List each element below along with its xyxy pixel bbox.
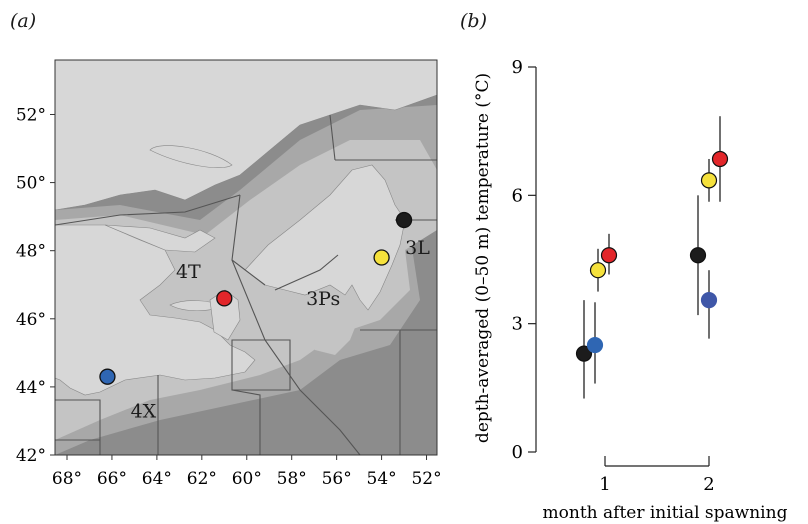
point-blue [586,336,604,354]
map-region-labels: 4T 3L 3Ps 4X [131,237,431,422]
lon-tick-label: 66° [97,469,127,489]
point-blue [700,292,718,309]
map-latitude-axis: 52° 50° 48° 46° 44° 42° [16,105,55,466]
map-nafo-boundaries [55,114,437,455]
x-axis-label: month after initial spawning [543,503,788,523]
site-blue [99,368,116,385]
y-axis-label: depth-averaged (0–50 m) temperature (°C) [473,73,493,443]
map-land-north [55,60,437,211]
site-black [395,211,413,229]
point-red [600,247,618,264]
point-red [711,150,729,168]
x-tick-label: 1 [599,474,610,495]
lon-tick-label: 64° [142,469,172,489]
region-label-4T: 4T [176,261,201,283]
panel-b-label: (b) [460,10,487,32]
point-yellow [589,262,607,279]
lat-tick-label: 44° [16,378,46,398]
region-label-3L: 3L [405,237,430,259]
lon-tick-label: 68° [52,469,82,489]
point-black [689,247,707,264]
lon-tick-label: 58° [277,469,307,489]
lon-tick-label: 56° [322,469,352,489]
y-tick-label: 9 [512,57,523,78]
lat-tick-label: 50° [16,174,46,194]
site-red [216,290,233,307]
point-yellow [700,172,718,189]
lat-tick-label: 42° [16,446,46,466]
map-newfoundland [244,164,406,311]
lon-tick-label: 52° [411,469,440,489]
region-label-3Ps: 3Ps [306,288,340,310]
y-tick-label: 0 [512,442,523,463]
lon-tick-label: 62° [187,469,217,489]
lat-tick-label: 52° [16,105,46,125]
region-map: 52° 50° 48° 46° 44° 42° 68° 66° 64° 62° 60° 58° 56°… [16,59,440,489]
panel-a-label: (a) [10,10,37,32]
x-tick-label: 2 [703,474,714,495]
region-label-4X: 4X [131,401,157,423]
y-tick-label: 6 [512,185,523,206]
map-land-gaspe [104,224,216,253]
point-black [575,345,593,362]
map-frame [54,59,438,456]
map-anticosti [149,145,233,168]
lat-tick-label: 48° [16,242,46,262]
map-longitude-axis: 68° 66° 64° 62° 60° 58° 56° 54° 52° [52,455,440,489]
y-tick-label: 3 [512,314,523,335]
map-grand-banks-shelf [300,300,360,355]
chart-points [575,116,729,399]
site-yellow [373,249,390,266]
lat-tick-label: 46° [16,310,46,330]
lon-tick-label: 60° [232,469,262,489]
map-sites [99,211,413,385]
lon-tick-label: 54° [367,469,397,489]
map-land-maritimes [55,224,256,396]
